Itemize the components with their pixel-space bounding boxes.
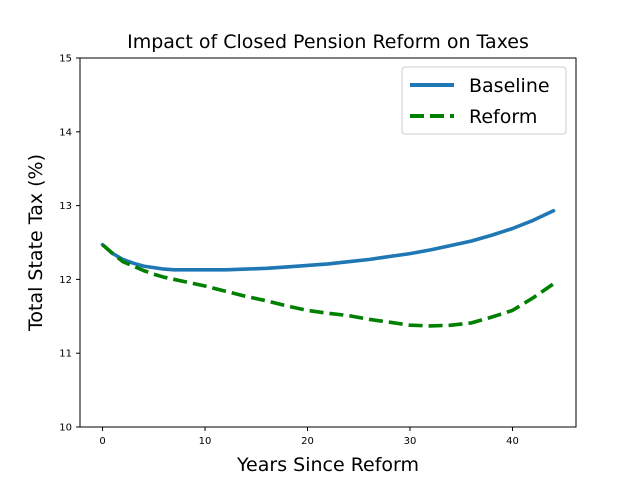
x-tick-label: 10: [199, 436, 212, 447]
series-line-baseline: [100, 209, 556, 272]
x-tick-label: 30: [404, 436, 417, 447]
y-tick-label: 15: [59, 54, 72, 65]
y-axis: 10 11 12 13 14 15: [59, 54, 80, 434]
y-tick-label: 13: [59, 201, 72, 212]
x-axis-label: Years Since Reform: [236, 454, 419, 476]
legend: Baseline Reform: [401, 66, 567, 135]
series-line-reform: [101, 243, 555, 328]
x-axis: 0 10 20 30 40: [99, 427, 519, 447]
x-tick-label: 20: [301, 436, 314, 447]
legend-label-baseline: Baseline: [469, 75, 550, 97]
legend-label-reform: Reform: [469, 106, 537, 128]
y-tick-label: 10: [59, 423, 72, 434]
plot-frame: [79, 57, 577, 428]
chart-title: Impact of Closed Pension Reform on Taxes: [127, 31, 529, 53]
y-tick-label: 11: [59, 349, 72, 360]
y-tick-label: 14: [59, 127, 72, 138]
x-tick-label: 0: [99, 436, 105, 447]
y-tick-label: 12: [59, 275, 72, 286]
series-layer: [100, 209, 556, 328]
plot-area: [79, 57, 577, 428]
x-tick-label: 40: [506, 436, 519, 447]
y-axis-label: Total State Tax (%): [25, 154, 47, 332]
